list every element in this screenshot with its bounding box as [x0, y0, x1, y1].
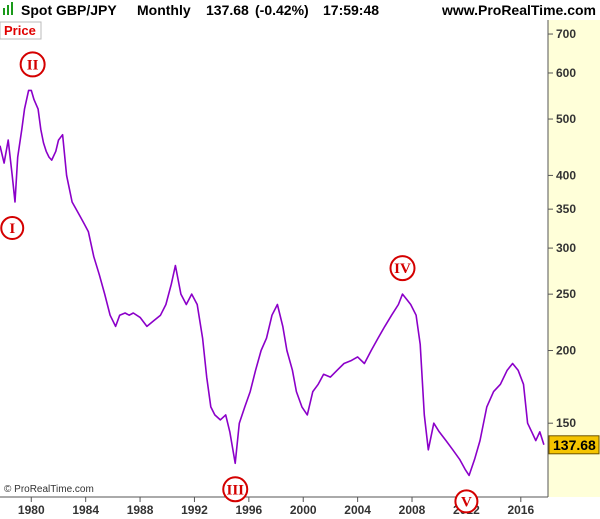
x-tick-label: 1996	[235, 503, 262, 517]
y-tick-label: 200	[556, 344, 576, 358]
last-value-label: 137.68	[553, 437, 596, 453]
y-axis-ticks: 150 200 250 300 350 400 500 600 700	[548, 27, 576, 430]
x-tick-label: 1992	[181, 503, 208, 517]
y-tick-label: 250	[556, 287, 576, 301]
wave-marker-v: V	[454, 489, 479, 514]
x-tick-label: 1980	[18, 503, 45, 517]
copyright-label: © ProRealTime.com	[4, 484, 94, 495]
wave-marker-circle	[0, 216, 25, 241]
site-label: www.ProRealTime.com	[441, 2, 596, 18]
wave-marker-iii: III	[222, 476, 249, 503]
wave-marker-iv: IV	[389, 255, 416, 282]
price-tab-box[interactable]	[0, 21, 42, 40]
x-tick-label: 1988	[127, 503, 154, 517]
price-tab[interactable]: Price	[0, 21, 42, 40]
price-tab-label[interactable]: Price	[4, 23, 36, 38]
wave-marker-circle	[19, 51, 46, 78]
y-tick-label: 600	[556, 66, 576, 80]
y-tick-label: 500	[556, 112, 576, 126]
header-bar: Spot GBP/JPY Monthly 137.68 (-0.42%) 17:…	[0, 0, 600, 20]
plot-area	[0, 89, 545, 477]
x-tick-label: 1984	[72, 503, 99, 517]
signal-icon	[3, 2, 13, 15]
time-label: 17:59:48	[323, 2, 379, 18]
y-tick-label: 150	[556, 416, 576, 430]
wave-marker-ii: II	[19, 51, 46, 78]
x-tick-label: 2000	[290, 503, 317, 517]
header-background	[0, 0, 600, 20]
symbol-label: Spot GBP/JPY	[21, 2, 117, 18]
wave-marker-label: III	[226, 482, 244, 498]
y-tick-label: 350	[556, 202, 576, 216]
wave-marker-circle	[454, 489, 479, 514]
wave-marker-i: I	[0, 216, 25, 241]
wave-marker-label: V	[461, 494, 472, 510]
wave-marker-label: I	[9, 221, 15, 237]
wave-marker-label: IV	[394, 261, 411, 277]
x-tick-label: 2008	[399, 503, 426, 517]
last-value-badge: 137.68	[548, 435, 600, 455]
x-tick-label: 2004	[344, 503, 371, 517]
wave-marker-circle	[222, 476, 249, 503]
price-series-line	[0, 89, 545, 477]
x-axis-ticks: 1980198419881992199620002004200820122016	[18, 497, 534, 517]
change-label: (-0.42%)	[255, 2, 309, 18]
y-tick-label: 700	[556, 27, 576, 41]
period-label: Monthly	[137, 2, 191, 18]
wave-marker-circle	[389, 255, 416, 282]
x-axis-panel	[0, 497, 600, 519]
y-axis-panel	[548, 20, 600, 497]
y-tick-label: 400	[556, 168, 576, 182]
last-value-box	[548, 435, 600, 455]
y-tick-label: 300	[556, 241, 576, 255]
last-price-label: 137.68	[206, 2, 249, 18]
x-tick-label: 2016	[507, 503, 534, 517]
wave-marker-label: II	[27, 57, 39, 73]
